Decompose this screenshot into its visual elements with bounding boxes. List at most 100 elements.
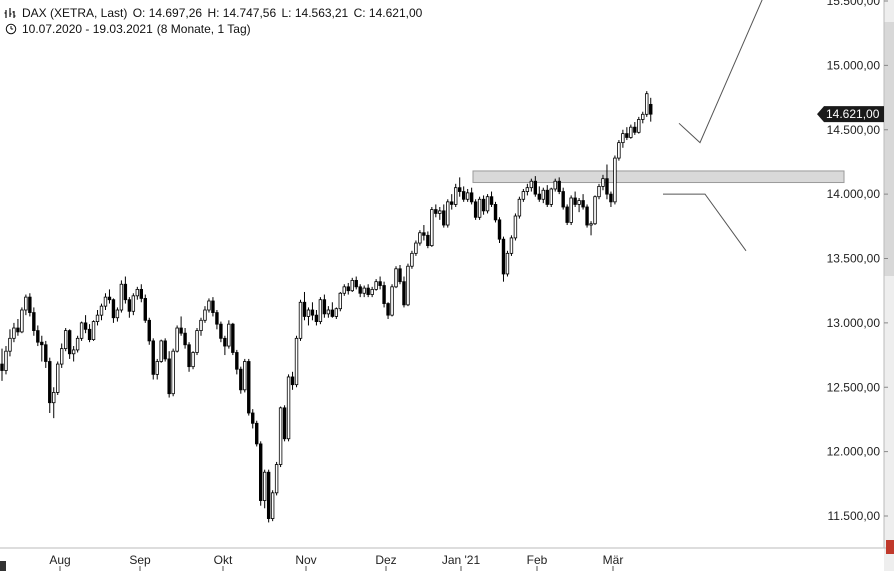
candle — [60, 343, 64, 368]
candle-body-up — [294, 337, 299, 386]
x-tick-label: Dez — [375, 553, 396, 567]
candle-body-up — [326, 309, 331, 315]
candle — [354, 276, 358, 290]
candle-body-up — [394, 268, 398, 288]
candle-body-down — [44, 344, 48, 362]
candle — [489, 191, 494, 207]
candle — [131, 293, 136, 316]
date-range: 10.07.2020 - 19.03.2021 — [22, 22, 153, 36]
candle-body-up — [517, 198, 522, 217]
candle — [601, 174, 605, 191]
candle — [469, 187, 474, 205]
candle — [378, 276, 382, 290]
candle — [127, 297, 132, 318]
candle-body-up — [203, 309, 207, 321]
candle — [243, 358, 247, 393]
candle — [48, 357, 52, 413]
candle — [613, 155, 617, 205]
candle — [302, 291, 307, 321]
x-axis-ticks: Aug Sep Okt Nov Dez Jan '21 Feb Mär — [49, 553, 623, 571]
candles-layer — [0, 91, 653, 523]
candle — [521, 188, 526, 202]
y-axis-ticks: 11.500,00 12.000,00 12.500,00 13.000,00 13.5… — [827, 0, 888, 523]
candle — [505, 250, 510, 277]
candle-body-up — [115, 309, 120, 319]
candle — [12, 322, 16, 343]
candle-body-down — [258, 443, 263, 501]
candle — [346, 282, 350, 295]
scroll-strip[interactable] — [884, 22, 894, 276]
candle-body-up — [95, 314, 100, 322]
candle — [430, 207, 434, 247]
candle — [123, 276, 128, 304]
candle-body-down — [167, 358, 171, 395]
candle-body-down — [386, 303, 390, 316]
candle-body-down — [581, 200, 585, 208]
candle — [414, 240, 418, 256]
candle — [159, 339, 163, 363]
candle-body-down — [398, 268, 402, 283]
candle — [537, 186, 541, 202]
x-tick-label: Nov — [295, 553, 316, 567]
candle-body-down — [481, 198, 486, 212]
candle-body-up — [195, 330, 199, 353]
candle-body-down — [255, 422, 259, 445]
candle — [171, 348, 175, 397]
candle-body-up — [52, 391, 56, 404]
candle-body-down — [83, 322, 88, 330]
candle-body-up — [159, 340, 163, 362]
last-price-tag: 14.621,00 — [817, 106, 884, 123]
symbol-label: DAX (XETRA, Last) — [22, 6, 128, 20]
candle — [438, 207, 442, 220]
period-label: (8 Monate, 1 Tag) — [156, 22, 251, 36]
candle-body-up — [577, 200, 581, 205]
candle — [457, 177, 462, 197]
candle-body-down — [605, 178, 609, 195]
candle-body-down — [649, 103, 653, 115]
candle-body-up — [131, 295, 136, 312]
candle — [541, 187, 545, 204]
candle — [286, 374, 291, 442]
candle-body-up — [334, 308, 339, 317]
candle-body-down — [633, 126, 637, 133]
candle — [103, 293, 108, 310]
candle — [227, 320, 231, 349]
candle — [195, 328, 199, 356]
open-value: O: 14.697,26 — [132, 6, 203, 20]
candle — [350, 277, 354, 292]
candle-body-up — [374, 281, 378, 290]
candle-body-down — [48, 361, 52, 404]
y-tick-label: 15.500,00 — [827, 0, 881, 8]
candle — [338, 291, 342, 312]
candle — [199, 317, 203, 336]
candle-body-down — [310, 309, 315, 316]
candle — [83, 315, 88, 334]
candle — [386, 302, 390, 320]
candle — [418, 230, 422, 246]
candle-body-down — [358, 286, 362, 294]
x-tick-label: Mär — [603, 553, 624, 567]
candle-body-down — [533, 180, 538, 195]
last-price-tag-text: 14.621,00 — [826, 107, 880, 121]
bar-chart-icon[interactable] — [4, 7, 18, 19]
candle-body-up — [629, 126, 633, 138]
candle — [322, 294, 327, 318]
candle-body-up — [278, 407, 283, 465]
candle — [525, 183, 530, 196]
candle — [155, 358, 159, 380]
candle — [394, 266, 398, 289]
candle-body-down — [16, 327, 20, 333]
plot-area[interactable] — [0, 0, 884, 548]
candle — [326, 306, 331, 318]
candle-body-down — [442, 210, 446, 226]
right-edge-strip — [884, 0, 894, 571]
candle — [71, 346, 76, 362]
candle — [151, 338, 155, 380]
candle — [0, 348, 4, 381]
candle-body-down — [290, 376, 295, 386]
candle-body-down — [378, 281, 382, 286]
candle — [44, 340, 48, 368]
candle-body-up — [75, 337, 80, 351]
candle — [454, 183, 458, 207]
